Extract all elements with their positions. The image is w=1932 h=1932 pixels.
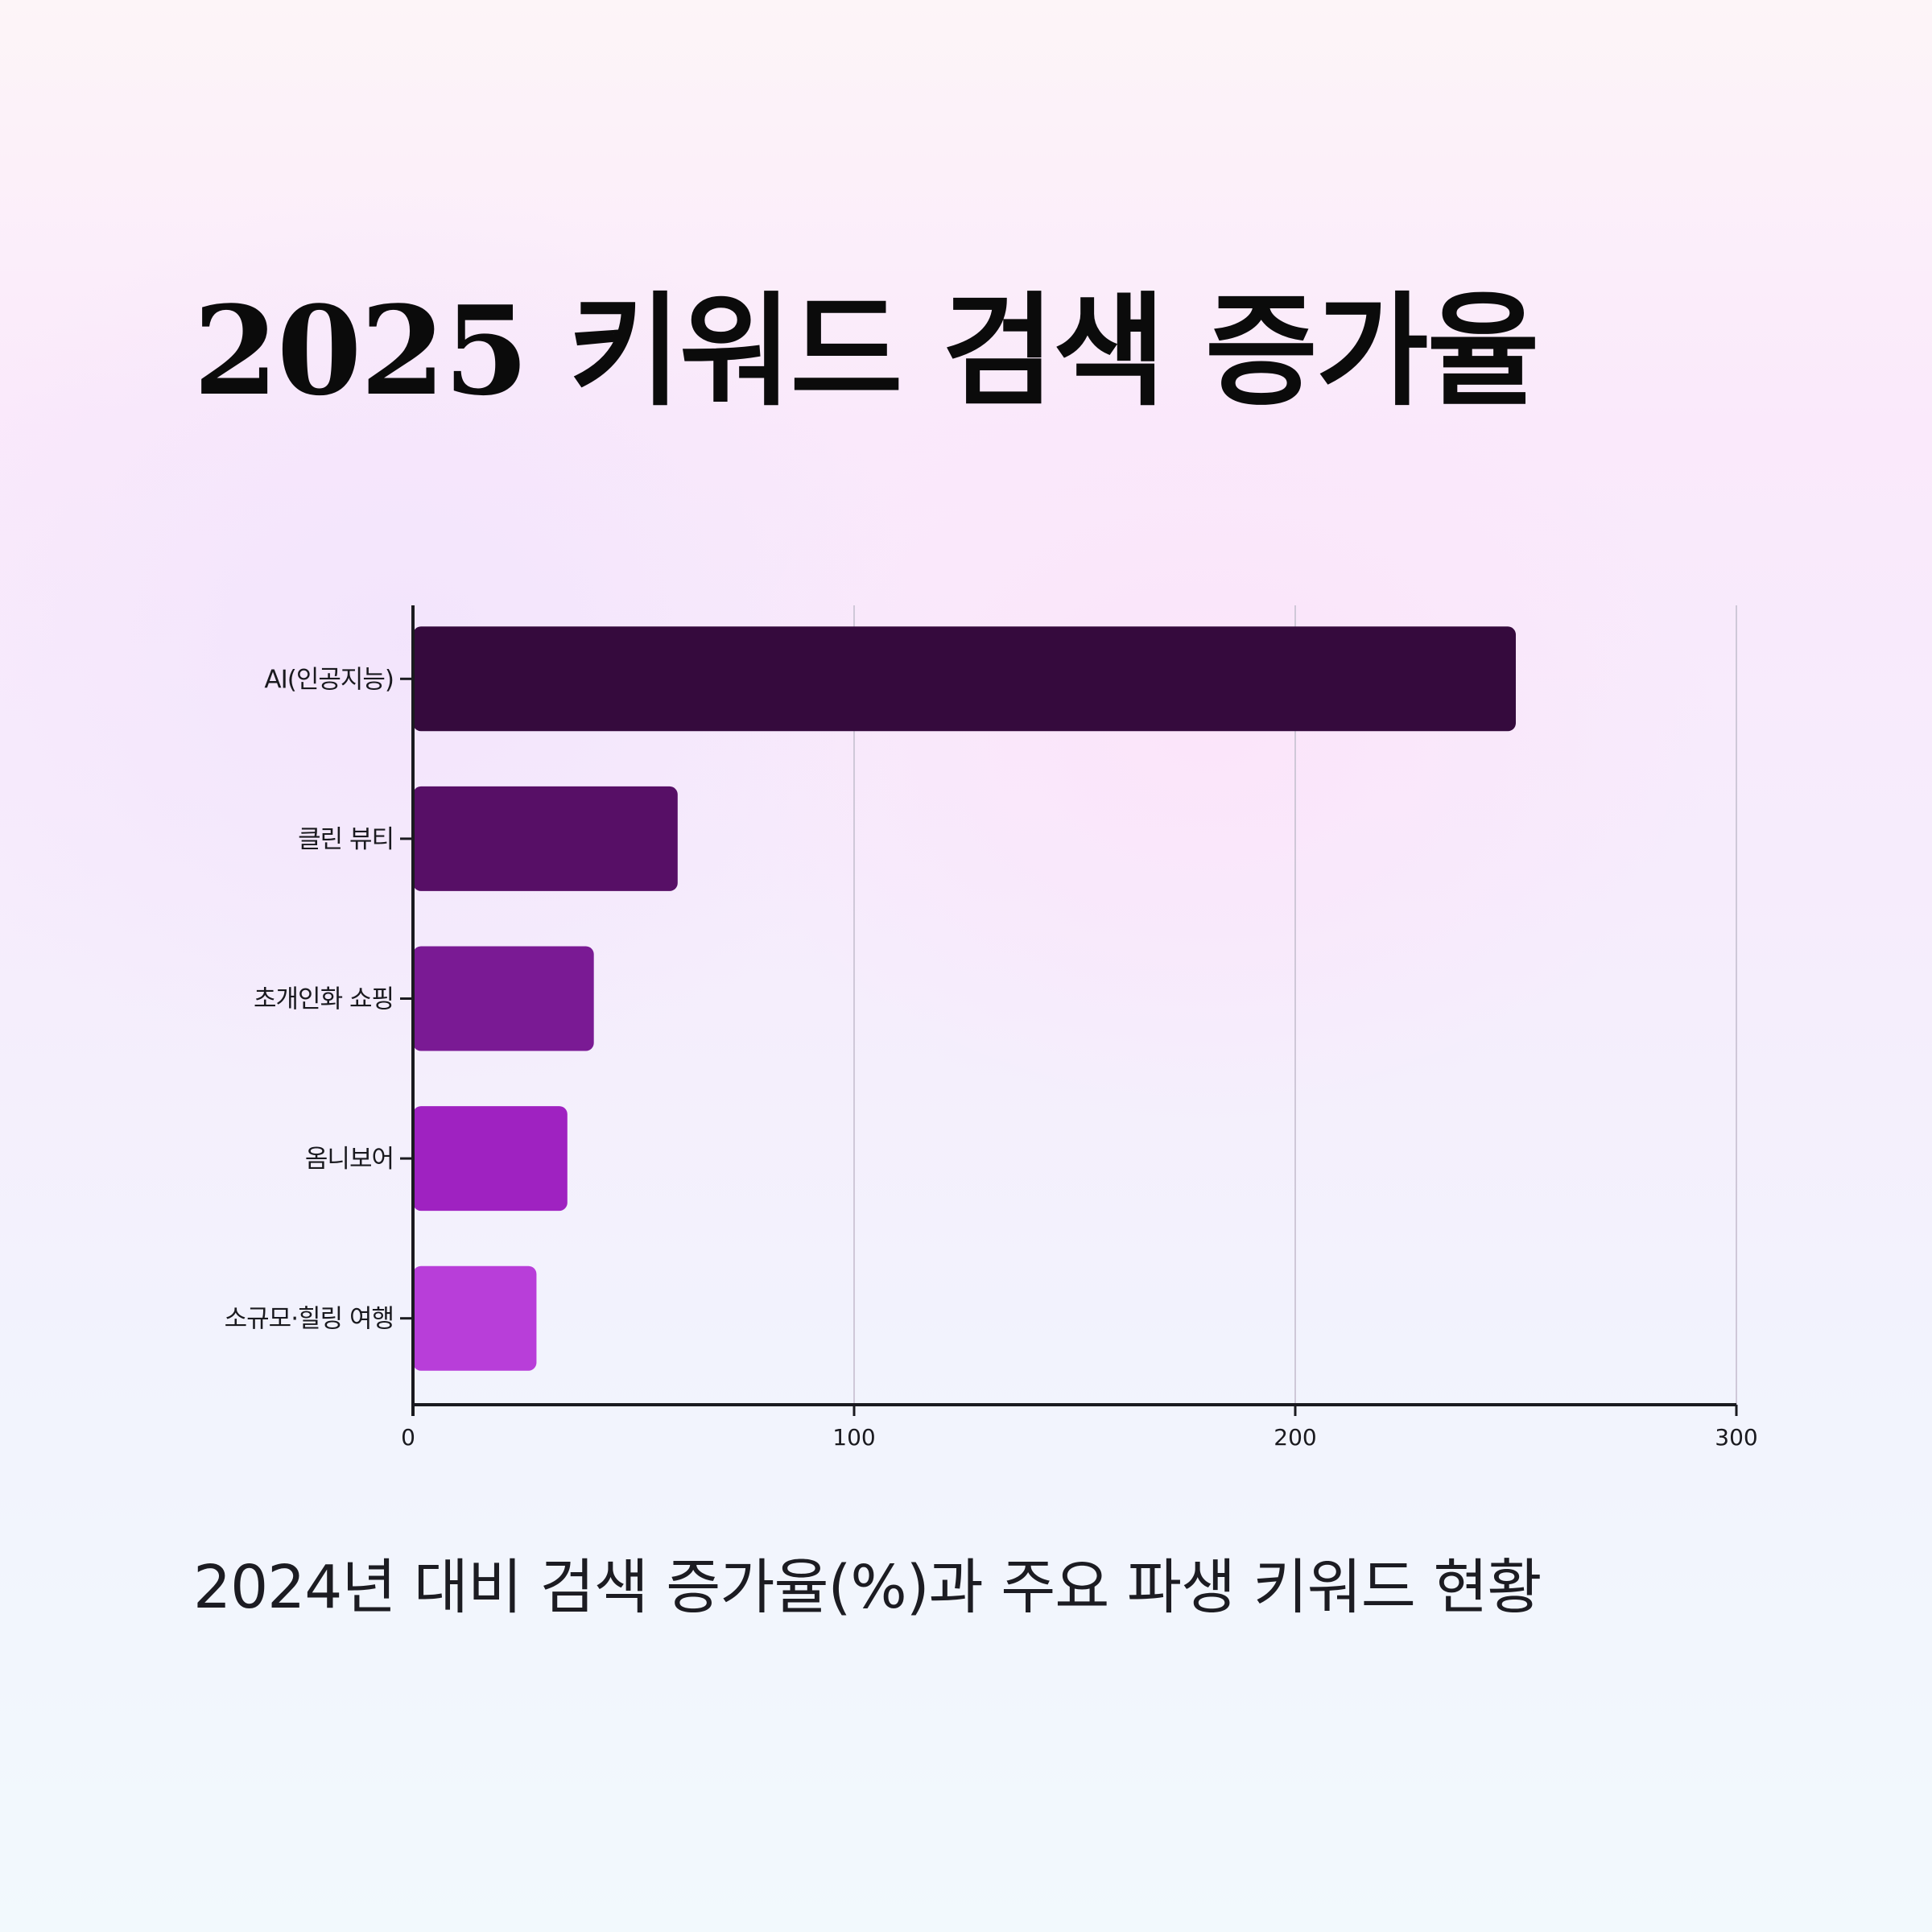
category-label: 소규모·힐링 여행 (225, 1305, 394, 1334)
bar (413, 626, 1516, 732)
bar (413, 946, 594, 1051)
x-tick-label: 200 (1274, 1424, 1316, 1451)
category-label: 옴니보어 (305, 1145, 394, 1174)
page-title: 2025 키워드 검색 증가율 (193, 279, 1540, 423)
x-tick-label: 300 (1715, 1424, 1757, 1451)
bar (413, 1106, 568, 1212)
grid-lines (853, 605, 1737, 1405)
x-tick-label: 100 (832, 1424, 875, 1451)
axes (400, 605, 1738, 1416)
x-tick-label: 0 (401, 1424, 415, 1451)
category-label: 클린 뷰티 (298, 825, 394, 854)
category-label: AI(인공지능) (264, 665, 394, 694)
bars (413, 626, 1516, 1371)
chart-subtitle: 2024년 대비 검색 증가율(%)과 주요 파생 키워드 현황 (193, 1553, 1542, 1622)
category-label: 초개인화 쇼핑 (254, 985, 394, 1014)
bar (413, 1265, 537, 1371)
bar (413, 786, 678, 891)
